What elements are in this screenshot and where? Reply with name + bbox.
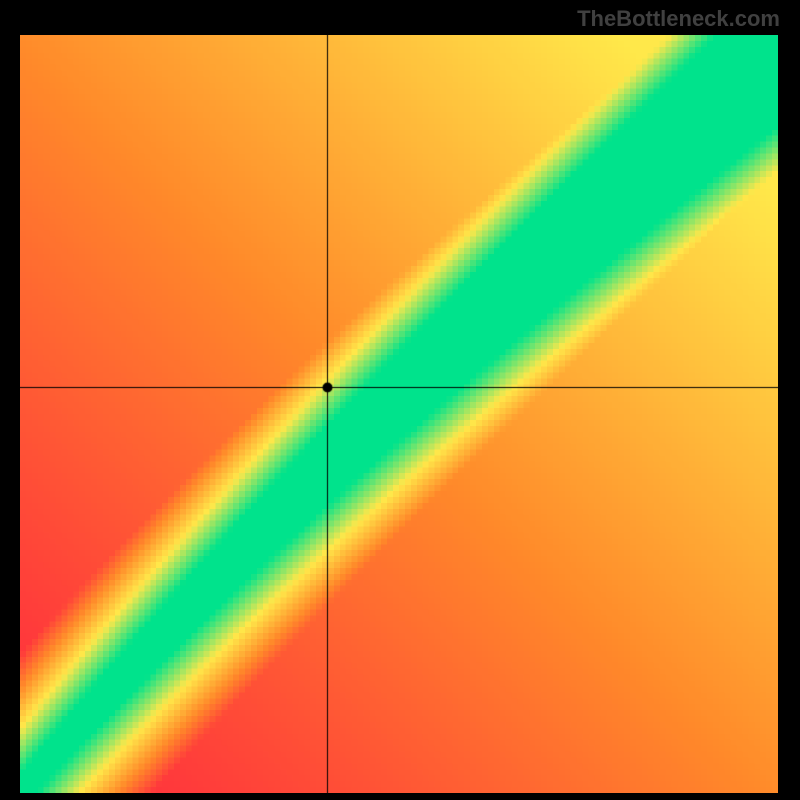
crosshair-overlay xyxy=(20,35,778,793)
watermark-label: TheBottleneck.com xyxy=(577,6,780,32)
chart-root: TheBottleneck.com xyxy=(0,0,800,800)
